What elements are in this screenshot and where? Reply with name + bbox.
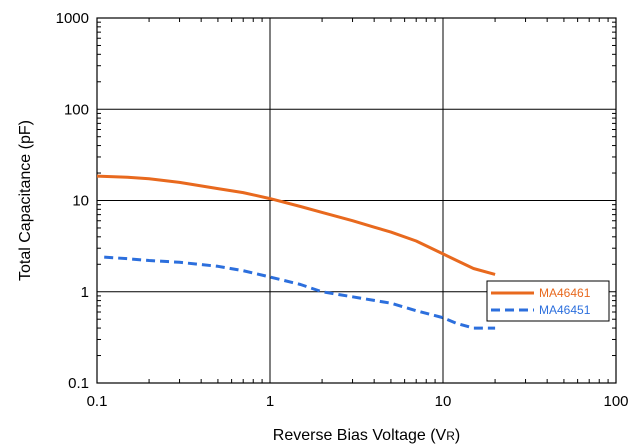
x-axis-label: Reverse Bias Voltage (VR) xyxy=(273,427,460,444)
grid-lines xyxy=(97,18,616,383)
x-tick-label: 1 xyxy=(266,393,274,410)
tick-labels: 0.1 1 10 100 0.1 1 10 100 1000 xyxy=(56,10,629,410)
minor-ticks xyxy=(97,18,616,383)
y-axis-label: Total Capacitance (pF) xyxy=(17,120,34,281)
y-tick-label: 100 xyxy=(64,101,89,118)
legend-label-ma46461: MA46461 xyxy=(539,286,591,300)
y-tick-label: 10 xyxy=(72,193,89,210)
legend: MA46461 MA46451 xyxy=(486,280,610,322)
x-tick-label: 0.1 xyxy=(87,393,108,410)
legend-box xyxy=(486,280,610,322)
plot-frame xyxy=(96,17,617,384)
x-tick-label: 10 xyxy=(435,393,452,410)
y-tick-label: 1 xyxy=(81,284,89,301)
y-tick-label: 0.1 xyxy=(68,375,89,392)
series-line-ma46461 xyxy=(96,174,496,276)
legend-label-ma46451: MA46451 xyxy=(539,303,591,317)
series-layer xyxy=(96,174,496,330)
y-tick-label: 1000 xyxy=(56,10,89,27)
x-tick-label: 100 xyxy=(603,393,628,410)
series-line-ma46451 xyxy=(104,255,496,330)
legend-items: MA46461 MA46451 xyxy=(491,286,591,317)
